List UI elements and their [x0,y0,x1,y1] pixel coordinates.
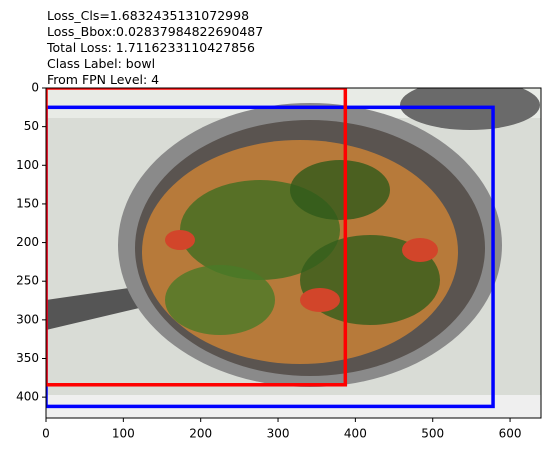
bounding-box [46,105,495,409]
y-tick-label: 400 [16,390,39,404]
y-tick-label: 250 [16,274,39,288]
x-tick-label: 0 [42,427,50,441]
y-tick-label: 150 [16,196,39,210]
y-tick-label: 50 [24,119,39,133]
x-tick-label: 400 [344,427,367,441]
annotation: Loss_Cls=1.6832435131072998 [47,8,249,23]
y-tick-label: 100 [16,158,39,172]
annotation: Loss_Bbox:0.02837984822690487 [47,24,263,39]
x-tick-label: 300 [267,427,290,441]
annotation: Total Loss: 1.7116233110427856 [46,40,255,55]
y-tick-label: 350 [16,351,39,365]
x-tick-label: 200 [189,427,212,441]
photo [46,88,541,418]
x-tick-label: 100 [112,427,135,441]
bounding-box [46,88,348,387]
y-tick-label: 200 [16,235,39,249]
axes-frame [45,87,542,419]
annotation: Class Label: bowl [47,56,155,71]
x-tick-label: 500 [421,427,444,441]
y-tick-label: 0 [31,81,39,95]
y-tick-label: 300 [16,312,39,326]
annotation: From FPN Level: 4 [47,72,159,87]
x-tick-label: 600 [499,427,522,441]
